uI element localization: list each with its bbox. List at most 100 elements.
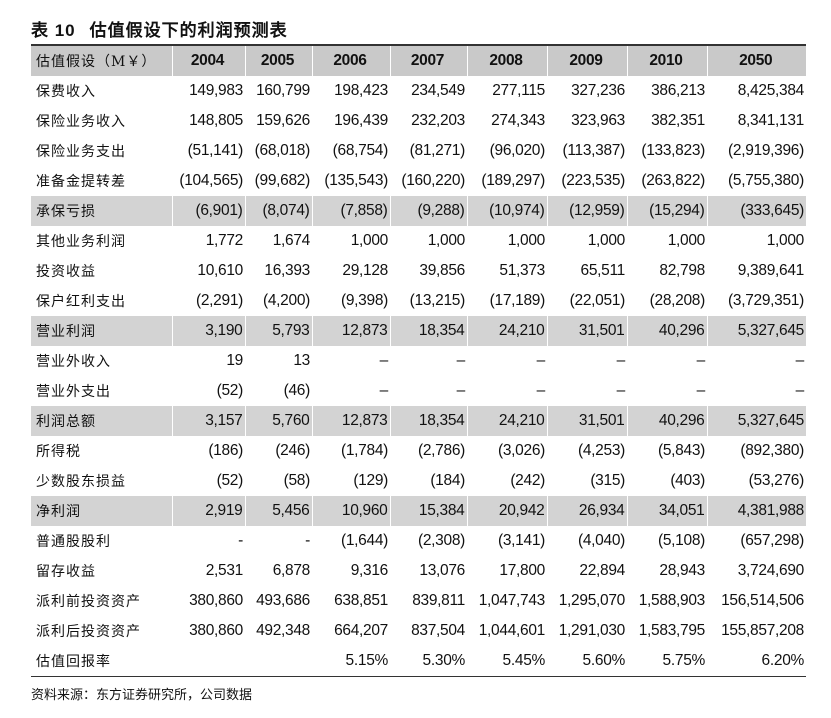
table-cell: (657,298) bbox=[740, 532, 804, 549]
table-cell: – bbox=[795, 352, 805, 369]
table-row: 承保亏损 (6,901) (8,074) (7,858) (9,288) (10,974)… bbox=[31, 196, 806, 226]
table-cell: 232,203 bbox=[411, 112, 465, 129]
table-cell: 12,873 bbox=[311, 316, 390, 346]
table-cell: (3,729,351) bbox=[728, 292, 804, 309]
table-cell: (5,108) bbox=[657, 532, 705, 549]
table-cell: (315) bbox=[590, 472, 625, 489]
table-cell: (9,398) bbox=[340, 292, 388, 309]
row-label: 准备金提转差 bbox=[36, 174, 126, 190]
row-label: 保险业务支出 bbox=[36, 144, 126, 160]
table-cell: 13,076 bbox=[419, 562, 465, 579]
table-cell: (6,901) bbox=[171, 196, 245, 226]
table-cell: (2,919,396) bbox=[728, 142, 804, 159]
table-cell: 5.75% bbox=[662, 652, 706, 669]
table-cell: 149,983 bbox=[189, 82, 243, 99]
table-cell: (8,074) bbox=[244, 196, 312, 226]
table-cell: 5,327,645 bbox=[706, 316, 806, 346]
table-cell: (99,682) bbox=[254, 172, 311, 189]
table-cell: (2,291) bbox=[195, 292, 243, 309]
table-cell: 1,000 bbox=[587, 232, 626, 249]
table-cell: 492,348 bbox=[256, 622, 310, 639]
header-year: 2004 bbox=[171, 45, 245, 76]
table-cell: 156,514,506 bbox=[721, 592, 804, 609]
table-cell: 837,504 bbox=[411, 622, 465, 639]
table-cell: 1,000 bbox=[507, 232, 546, 249]
table-cell: 327,236 bbox=[571, 82, 625, 99]
table-row: 保费收入 149,983 160,799 198,423 234,549 277,115 3… bbox=[31, 76, 806, 106]
table-cell: (28,208) bbox=[649, 292, 706, 309]
table-cell: 148,805 bbox=[189, 112, 243, 129]
table-cell: 82,798 bbox=[659, 262, 705, 279]
table-row: 估值回报率 5.15% 5.30% 5.45% 5.60% 5.75% 6.20% bbox=[31, 646, 806, 677]
header-year: 2009 bbox=[546, 45, 627, 76]
row-label: 所得税 bbox=[36, 444, 81, 460]
table-cell: (22,051) bbox=[569, 292, 626, 309]
table-cell: 8,425,384 bbox=[737, 82, 805, 99]
table-cell: 29,128 bbox=[342, 262, 388, 279]
table-cell: 155,857,208 bbox=[721, 622, 804, 639]
table-cell: (184) bbox=[430, 472, 465, 489]
table-cell: 386,213 bbox=[651, 82, 705, 99]
table-cell: 24,210 bbox=[466, 316, 547, 346]
table-cell: 51,373 bbox=[499, 262, 545, 279]
table-cell: (4,253) bbox=[577, 442, 625, 459]
row-label: 普通股股利 bbox=[36, 534, 111, 550]
table-row: 营业外收入 19 13 – – – – – – bbox=[31, 346, 806, 376]
table-row: 投资收益 10,610 16,393 29,128 39,856 51,373 65,511… bbox=[31, 256, 806, 286]
table-cell: 10,960 bbox=[311, 496, 390, 526]
table-cell: 8,341,131 bbox=[737, 112, 805, 129]
table-cell: 380,860 bbox=[189, 592, 243, 609]
table-cell: – bbox=[379, 382, 389, 399]
table-cell bbox=[172, 646, 245, 677]
row-label: 营业利润 bbox=[31, 316, 172, 346]
table-cell: (189,297) bbox=[481, 172, 545, 189]
table-cell: (2,786) bbox=[417, 442, 465, 459]
table-cell: 1,291,030 bbox=[558, 622, 626, 639]
table-cell: (58) bbox=[283, 472, 311, 489]
table-row: 净利润 2,919 5,456 10,960 15,384 20,942 26,934 34,… bbox=[31, 496, 806, 526]
row-label: 派利后投资资产 bbox=[36, 624, 141, 640]
header-year: 2008 bbox=[466, 45, 547, 76]
table-cell: 16,393 bbox=[264, 262, 310, 279]
table-cell: (15,294) bbox=[626, 196, 707, 226]
table-cell: 1,000 bbox=[350, 232, 389, 249]
table-cell: (133,823) bbox=[641, 142, 705, 159]
table-cell: 31,501 bbox=[546, 316, 627, 346]
header-label: 估值假设（M￥） bbox=[31, 45, 172, 76]
table-cell: 5.45% bbox=[502, 652, 546, 669]
table-cell bbox=[245, 646, 312, 677]
row-label: 营业外收入 bbox=[36, 354, 111, 370]
table-row: 保险业务收入 148,805 159,626 196,439 232,203 274,34… bbox=[31, 106, 806, 136]
table-cell: 196,439 bbox=[334, 112, 388, 129]
table-cell: 323,963 bbox=[571, 112, 625, 129]
row-label: 利润总额 bbox=[31, 406, 172, 436]
table-row: 其他业务利润 1,772 1,674 1,000 1,000 1,000 1,000 1,00… bbox=[31, 226, 806, 256]
table-cell: 9,316 bbox=[350, 562, 389, 579]
table-cell: 274,343 bbox=[491, 112, 545, 129]
row-label: 少数股东损益 bbox=[36, 474, 126, 490]
table-cell: 26,934 bbox=[546, 496, 627, 526]
table-cell: 4,381,988 bbox=[706, 496, 806, 526]
table-cell: 1,000 bbox=[667, 232, 706, 249]
table-cell: 28,943 bbox=[659, 562, 705, 579]
table-cell: 22,894 bbox=[579, 562, 625, 579]
table-cell: 5.60% bbox=[582, 652, 626, 669]
table-cell: 3,157 bbox=[171, 406, 245, 436]
table-cell: 839,811 bbox=[412, 592, 465, 609]
table-cell: (96,020) bbox=[489, 142, 546, 159]
table-cell: 17,800 bbox=[499, 562, 545, 579]
table-cell: (51,141) bbox=[187, 142, 244, 159]
table-cell: 198,423 bbox=[334, 82, 388, 99]
table-cell: 20,942 bbox=[466, 496, 547, 526]
table-cell: 10,610 bbox=[197, 262, 243, 279]
table-cell: 159,626 bbox=[256, 112, 310, 129]
table-cell: (892,380) bbox=[740, 442, 804, 459]
table-cell: 160,799 bbox=[256, 82, 310, 99]
table-cell: (333,645) bbox=[706, 196, 806, 226]
table-cell: 19 bbox=[226, 352, 243, 369]
table-cell: 39,856 bbox=[419, 262, 465, 279]
table-cell: (242) bbox=[510, 472, 545, 489]
table-cell: 18,354 bbox=[389, 406, 467, 436]
table-cell: 12,873 bbox=[311, 406, 390, 436]
table-row: 派利前投资资产 380,860 493,686 638,851 839,811 1,047… bbox=[31, 586, 806, 616]
